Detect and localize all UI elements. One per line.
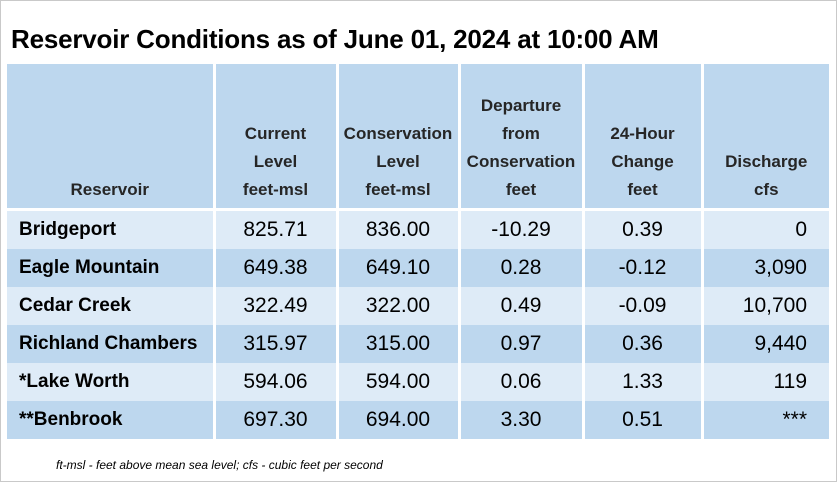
reservoir-name: Bridgeport <box>7 209 216 249</box>
header-24-hour-change: 24-Hour Change feet <box>583 64 704 210</box>
table-row: **Benbrook 697.30 694.00 3.30 0.51 *** <box>7 401 829 439</box>
header-current-level: Current Level feet-msl <box>214 64 339 210</box>
departure-cell: 0.97 <box>459 325 585 363</box>
current-level-cell: 594.06 <box>214 363 339 401</box>
discharge-cell: *** <box>702 401 829 439</box>
departure-cell: 0.49 <box>459 287 585 325</box>
conservation-level-cell: 836.00 <box>337 209 461 249</box>
departure-cell: -10.29 <box>459 209 585 249</box>
current-level-cell: 322.49 <box>214 287 339 325</box>
conservation-level-cell: 322.00 <box>337 287 461 325</box>
header-conservation-level: Conservation Level feet-msl <box>337 64 461 210</box>
conservation-level-cell: 694.00 <box>337 401 461 439</box>
current-level-cell: 649.38 <box>214 249 339 287</box>
header-reservoir: Reservoir <box>7 64 216 210</box>
footnote: ft-msl - feet above mean sea level; cfs … <box>56 458 383 472</box>
page-title: Reservoir Conditions as of June 01, 2024… <box>11 24 659 54</box>
discharge-cell: 0 <box>702 209 829 249</box>
conservation-level-cell: 594.00 <box>337 363 461 401</box>
change-cell: 1.33 <box>583 363 704 401</box>
current-level-cell: 315.97 <box>214 325 339 363</box>
departure-cell: 0.28 <box>459 249 585 287</box>
reservoir-table: Reservoir Current Level feet-msl Conserv… <box>7 64 829 439</box>
discharge-cell: 3,090 <box>702 249 829 287</box>
table-row: Bridgeport 825.71 836.00 -10.29 0.39 0 <box>7 209 829 249</box>
reservoir-name: Richland Chambers <box>7 325 216 363</box>
change-cell: 0.39 <box>583 209 704 249</box>
change-cell: -0.12 <box>583 249 704 287</box>
discharge-cell: 9,440 <box>702 325 829 363</box>
table-header-row: Reservoir Current Level feet-msl Conserv… <box>7 64 829 210</box>
departure-cell: 0.06 <box>459 363 585 401</box>
conservation-level-cell: 315.00 <box>337 325 461 363</box>
table-row: Eagle Mountain 649.38 649.10 0.28 -0.12 … <box>7 249 829 287</box>
change-cell: 0.51 <box>583 401 704 439</box>
reservoir-name: Cedar Creek <box>7 287 216 325</box>
table-row: Cedar Creek 322.49 322.00 0.49 -0.09 10,… <box>7 287 829 325</box>
discharge-cell: 10,700 <box>702 287 829 325</box>
reservoir-name: *Lake Worth <box>7 363 216 401</box>
conservation-level-cell: 649.10 <box>337 249 461 287</box>
current-level-cell: 825.71 <box>214 209 339 249</box>
change-cell: 0.36 <box>583 325 704 363</box>
header-discharge: Discharge cfs <box>702 64 829 210</box>
reservoir-name: **Benbrook <box>7 401 216 439</box>
header-departure: Departure from Conservation feet <box>459 64 585 210</box>
discharge-cell: 119 <box>702 363 829 401</box>
table-row: Richland Chambers 315.97 315.00 0.97 0.3… <box>7 325 829 363</box>
departure-cell: 3.30 <box>459 401 585 439</box>
change-cell: -0.09 <box>583 287 704 325</box>
table-row: *Lake Worth 594.06 594.00 0.06 1.33 119 <box>7 363 829 401</box>
reservoir-name: Eagle Mountain <box>7 249 216 287</box>
current-level-cell: 697.30 <box>214 401 339 439</box>
